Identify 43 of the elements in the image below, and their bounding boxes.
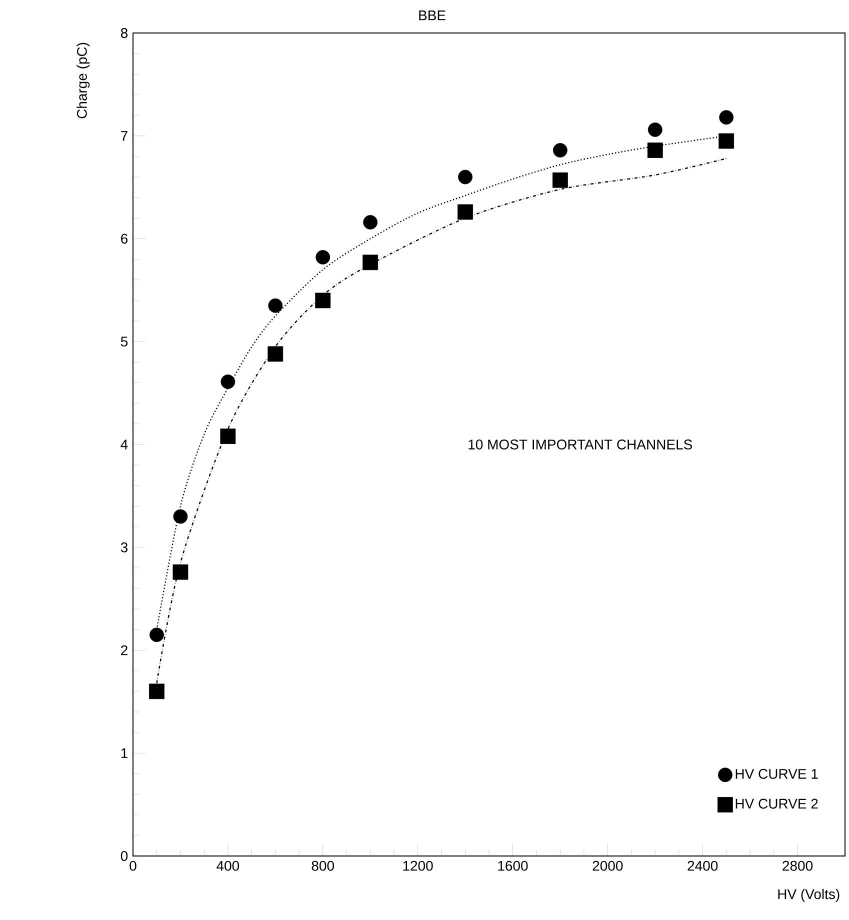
x-tick-label: 2800 <box>782 860 813 871</box>
chart-title: BBE <box>419 10 446 20</box>
x-tick-label: 0 <box>130 860 136 871</box>
y-tick-label: 2 <box>121 645 128 656</box>
y-tick-label: 8 <box>120 28 128 38</box>
point <box>719 110 734 125</box>
y-tick-label: 3 <box>120 542 128 552</box>
point <box>718 133 734 149</box>
point <box>149 684 164 700</box>
y-tick-label: 4 <box>120 440 128 450</box>
x-tick-label: 2400 <box>688 860 718 871</box>
point <box>220 428 236 444</box>
point <box>268 298 283 313</box>
y-tick-label: 0 <box>120 851 128 861</box>
x-tick-label: 800 <box>312 860 334 871</box>
point <box>458 204 473 220</box>
point <box>552 172 568 188</box>
point <box>220 374 236 389</box>
x-tick-label: 2000 <box>592 860 623 871</box>
y-tick-label: 6 <box>121 234 128 244</box>
x-tick-label: 1200 <box>403 860 433 871</box>
x-tick-label: 1600 <box>498 860 528 871</box>
point <box>316 250 330 264</box>
point <box>647 142 663 158</box>
point <box>362 254 378 270</box>
y-axis-title: Charge (pC) <box>76 42 90 118</box>
legend-label: HV CURVE 2 <box>736 798 818 809</box>
legend-label: HV CURVE 1 <box>736 768 818 779</box>
x-axis-title: HV (Volts) <box>778 888 840 902</box>
point <box>172 564 188 580</box>
point <box>553 143 568 158</box>
point <box>363 215 378 230</box>
point <box>150 628 164 642</box>
point <box>173 509 188 524</box>
annotation: 10 MOST IMPORTANT CHANNELS <box>468 440 692 450</box>
y-tick-label: 1 <box>121 748 128 758</box>
point <box>315 292 331 308</box>
point <box>458 170 472 184</box>
point <box>268 346 284 362</box>
point <box>648 122 662 137</box>
y-tick-label: 5 <box>120 336 128 347</box>
x-tick-label: 400 <box>216 860 240 871</box>
y-tick-label: 7 <box>121 131 128 141</box>
